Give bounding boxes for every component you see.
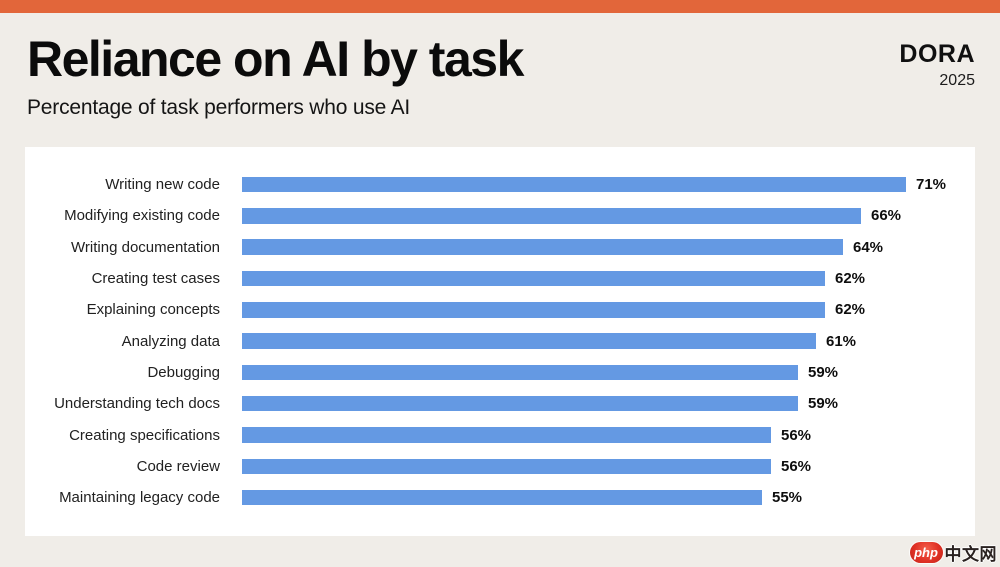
watermark-text: 中文网 [944,545,997,565]
bar-row: Modifying existing code 66% [25,200,975,231]
bar [242,427,771,443]
bar-row: Explaining concepts 62% [25,294,975,325]
bar-row: Code review 56% [25,451,975,482]
category-label: Modifying existing code [64,207,220,225]
bar-area: 71% [242,176,975,193]
value-label: 61% [826,332,857,350]
category-label: Explaining concepts [86,301,220,319]
value-label: 55% [772,489,803,507]
bar-row: Analyzing data 61% [25,325,975,356]
bar [242,302,825,318]
category-label: Understanding tech docs [54,395,220,413]
brand-logo: DORA [899,40,975,68]
bar [242,239,843,255]
page-title: Reliance on AI by task [27,31,524,87]
bar-area: 64% [242,239,975,256]
bar-area: 56% [242,427,975,444]
bar-row: Maintaining legacy code 55% [25,482,975,513]
value-label: 71% [916,176,947,194]
value-label: 56% [781,457,812,475]
category-label: Debugging [147,363,220,381]
bar [242,489,762,506]
php-badge-icon: php [909,542,943,563]
value-label: 62% [835,270,866,288]
accent-top-strip [0,0,1000,13]
bar [242,333,816,349]
value-label: 64% [853,238,884,256]
bar-area: 59% [242,364,975,381]
bar [242,395,798,412]
bar [242,176,906,193]
category-label: Writing new code [105,176,220,194]
value-label: 62% [835,301,866,319]
bar-row: Writing new code 71% [25,169,975,200]
watermark: php 中文网 [909,540,998,565]
bar [242,208,861,224]
brand-year: 2025 [939,72,975,89]
bar-row: Debugging 59% [25,357,975,388]
bar-area: 55% [242,489,975,506]
bar-area: 61% [242,333,975,350]
page-subtitle: Percentage of task performers who use AI [27,96,411,119]
header: Reliance on AI by task Percentage of tas… [27,32,975,120]
bar [242,270,825,287]
bar-row: Understanding tech docs 59% [25,388,975,419]
bar-row: Creating test cases 62% [25,263,975,294]
category-label: Maintaining legacy code [59,489,220,507]
bar-area: 59% [242,395,975,412]
brand-block: DORA 2025 [899,40,975,90]
bar-area: 66% [242,207,975,224]
value-label: 59% [808,363,839,381]
category-label: Code review [136,457,220,475]
bar-area: 56% [242,458,975,475]
bar-chart: Writing new code 71% Modifying existing co… [25,147,975,536]
bar-area: 62% [242,301,975,318]
bar [242,364,798,381]
value-label: 59% [808,395,839,413]
bar-row: Creating specifications 56% [25,419,975,450]
bar-area: 62% [242,270,975,287]
bar-row: Writing documentation 64% [25,232,975,263]
bar [242,458,771,475]
value-label: 56% [781,426,812,444]
value-label: 66% [871,207,902,225]
category-label: Creating specifications [69,426,220,444]
category-label: Writing documentation [71,238,220,256]
category-label: Analyzing data [121,332,220,350]
category-label: Creating test cases [91,270,220,288]
